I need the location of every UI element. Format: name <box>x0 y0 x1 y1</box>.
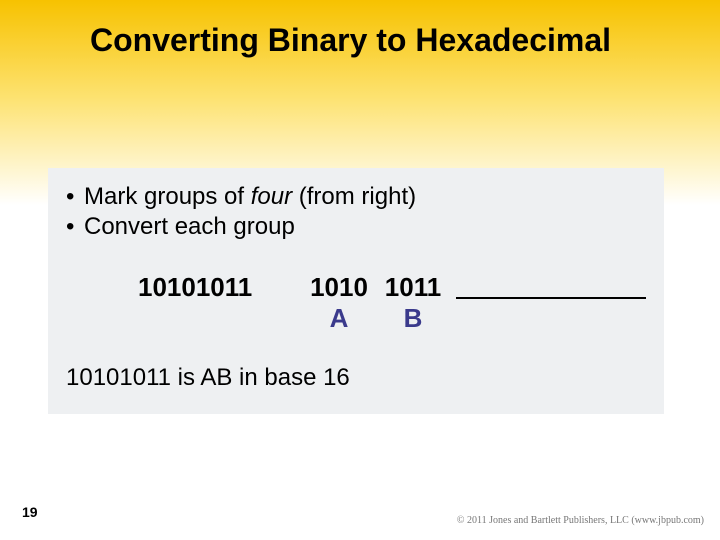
text-fragment: Mark groups of <box>84 183 251 210</box>
bullet-mark: • <box>66 212 84 242</box>
hex-line: A B <box>308 303 646 334</box>
grouped-block: 1010 1011 A B <box>308 272 646 334</box>
content-box: • Mark groups of four (from right) • Con… <box>48 168 664 414</box>
text-fragment: (from right) <box>292 183 416 210</box>
binary-group: 1010 <box>308 272 370 303</box>
bullet-text: Convert each group <box>84 212 295 242</box>
binary-group: 1011 <box>382 272 444 303</box>
bullet-mark: • <box>66 182 84 212</box>
text-emphasis: four <box>251 183 292 210</box>
page-number: 19 <box>22 504 38 520</box>
hex-digit: B <box>382 303 444 334</box>
conversion-block: 10101011 1010 1011 A B <box>66 272 646 334</box>
bullet-item: • Convert each group <box>66 212 646 242</box>
bullet-list: • Mark groups of four (from right) • Con… <box>66 182 646 242</box>
binary-source: 10101011 <box>138 272 308 334</box>
bullet-item: • Mark groups of four (from right) <box>66 182 646 212</box>
copyright-text: © 2011 Jones and Bartlett Publishers, LL… <box>457 515 704 526</box>
groups-line: 1010 1011 <box>308 272 646 303</box>
slide: Converting Binary to Hexadecimal • Mark … <box>0 0 720 540</box>
result-text: 10101011 is AB in base 16 <box>66 364 646 392</box>
bullet-text: Mark groups of four (from right) <box>84 182 416 212</box>
hex-digit: A <box>308 303 370 334</box>
slide-title: Converting Binary to Hexadecimal <box>90 22 672 59</box>
underline-fill <box>456 272 646 299</box>
